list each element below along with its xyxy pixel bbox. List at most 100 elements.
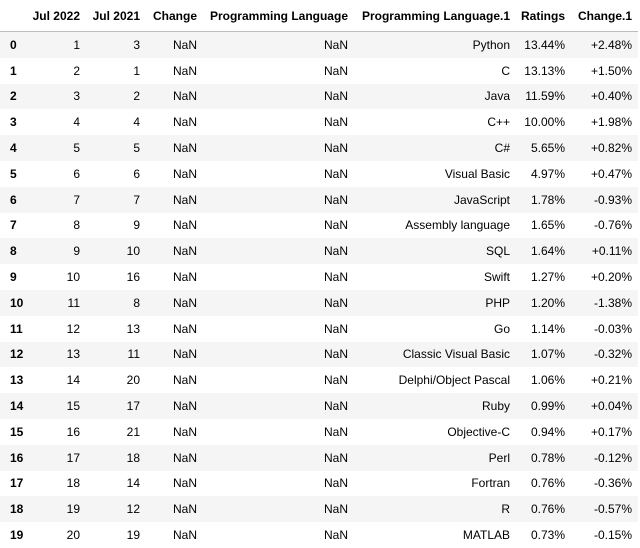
table-row: 15 16 21 NaN NaN Objective-C 0.94% +0.17% — [0, 419, 638, 445]
table-row: 16 17 18 NaN NaN Perl 0.78% -0.12% — [0, 444, 638, 471]
table-row: 2 3 2 NaN NaN Java 11.59% +0.40% — [0, 83, 638, 110]
table-cell: NaN — [172, 141, 197, 156]
table-cell: +0.21% — [590, 373, 632, 388]
table-cell: NaN — [172, 347, 197, 362]
table-row: 4 5 5 NaN NaN C# 5.65% +0.82% — [0, 135, 638, 161]
table-cell: NaN — [172, 502, 197, 517]
table-cell: NaN — [172, 115, 197, 130]
table-cell: 4 — [133, 115, 140, 130]
table-cell: NaN — [172, 166, 197, 181]
table-cell: Python — [472, 37, 510, 52]
table-cell: -0.57% — [593, 502, 632, 517]
column-header — [0, 0, 28, 32]
table-cell: MATLAB — [462, 528, 510, 543]
table-cell: 0.94% — [530, 424, 565, 439]
table-cell: +0.11% — [591, 244, 632, 259]
table-cell: 12 — [126, 502, 140, 517]
table-cell: 6 — [133, 166, 140, 181]
table-row: 11 12 13 NaN NaN Go 1.14% -0.03% — [0, 316, 638, 342]
table-cell: 17 — [66, 450, 80, 465]
table-cell: NaN — [172, 373, 197, 388]
table-cell: +0.17% — [590, 424, 632, 439]
table-cell: Classic Visual Basic — [402, 347, 510, 362]
table-cell: 13.13% — [524, 63, 565, 78]
table-cell: 14 — [126, 476, 140, 491]
table-row: 10 11 8 NaN NaN PHP 1.20% -1.38% — [0, 289, 638, 316]
column-header: Jul 2022 — [28, 0, 86, 32]
table-cell: Fortran — [471, 476, 510, 491]
table-cell: C# — [494, 141, 510, 156]
table-cell: NaN — [172, 218, 197, 233]
table-cell: 18 — [126, 450, 140, 465]
table-cell: NaN — [323, 192, 348, 207]
table-cell: 10 — [126, 244, 140, 259]
table-row: 9 10 16 NaN NaN Swift 1.27% +0.20% — [0, 264, 638, 290]
table-cell: +1.98% — [590, 115, 632, 130]
table-cell: NaN — [323, 347, 348, 362]
table-cell: NaN — [323, 37, 348, 52]
row-index: 8 — [10, 244, 17, 259]
column-header: Jul 2021 — [86, 0, 146, 32]
table-cell: +0.47% — [590, 166, 632, 181]
column-header: Change.1 — [571, 0, 638, 32]
table-cell: Perl — [488, 450, 510, 465]
table-cell: NaN — [172, 476, 197, 491]
table-cell: 13 — [66, 347, 80, 362]
table-cell: Swift — [483, 270, 510, 285]
table-cell: Ruby — [481, 399, 510, 414]
table-cell: Java — [484, 89, 510, 104]
table-cell: Assembly language — [405, 218, 510, 233]
row-index: 13 — [10, 373, 24, 388]
row-index: 3 — [10, 115, 17, 130]
table-cell: -0.03% — [593, 321, 632, 336]
table-cell: -0.76% — [593, 218, 632, 233]
table-cell: Objective-C — [447, 424, 510, 439]
table-cell: 12 — [66, 321, 80, 336]
table-cell: 0.73% — [530, 528, 565, 543]
column-header: Programming Language — [203, 0, 354, 32]
table-row: 18 19 12 NaN NaN R 0.76% -0.57% — [0, 496, 638, 523]
row-index: 7 — [10, 218, 17, 233]
table-cell: NaN — [323, 424, 348, 439]
table-cell: 21 — [126, 424, 140, 439]
table-cell: 1.64% — [530, 244, 565, 259]
table-cell: 1.06% — [530, 373, 565, 388]
table-cell: 19 — [126, 528, 140, 543]
table-cell: 11 — [67, 295, 80, 310]
table-row: 19 20 19 NaN NaN MATLAB 0.73% -0.15% — [0, 522, 638, 548]
table-cell: 0.76% — [530, 476, 565, 491]
table-cell: NaN — [172, 450, 197, 465]
row-index: 14 — [10, 399, 24, 414]
table-cell: Delphi/Object Pascal — [398, 373, 510, 388]
table-row: 6 7 7 NaN NaN JavaScript 1.78% -0.93% — [0, 186, 638, 213]
row-index: 11 — [10, 321, 23, 336]
table-cell: PHP — [485, 295, 510, 310]
table-cell: NaN — [323, 166, 348, 181]
table-cell: NaN — [323, 270, 348, 285]
table-row: 5 6 6 NaN NaN Visual Basic 4.97% +0.47% — [0, 161, 638, 187]
table-cell: NaN — [323, 502, 348, 517]
table-cell: NaN — [172, 295, 197, 310]
table-cell: 10.00% — [524, 115, 565, 130]
row-index: 12 — [10, 347, 24, 362]
table-cell: 1.65% — [530, 218, 565, 233]
table-cell: +0.40% — [590, 89, 632, 104]
table-cell: 1.78% — [530, 192, 565, 207]
row-index: 1 — [10, 63, 17, 78]
table-cell: 17 — [126, 399, 140, 414]
table-cell: NaN — [172, 399, 197, 414]
table-cell: Visual Basic — [444, 166, 510, 181]
row-index: 4 — [10, 141, 17, 156]
table-body: 0 1 3 NaN NaN Python 13.44% +2.48% 1 2 1 NaN NaN C 13.… — [0, 31, 638, 548]
table-cell: NaN — [172, 321, 197, 336]
table-cell: 5.65% — [530, 141, 565, 156]
table-row: 0 1 3 NaN NaN Python 13.44% +2.48% — [0, 31, 638, 58]
table-cell: 6 — [73, 166, 80, 181]
table-row: 13 14 20 NaN NaN Delphi/Object Pascal 1.06% +0.… — [0, 367, 638, 393]
table-cell: 16 — [126, 270, 140, 285]
table-cell: 8 — [73, 218, 80, 233]
table-cell: 1.07% — [530, 347, 565, 362]
table-cell: NaN — [323, 89, 348, 104]
table-cell: -0.12% — [593, 450, 632, 465]
row-index: 2 — [10, 89, 17, 104]
